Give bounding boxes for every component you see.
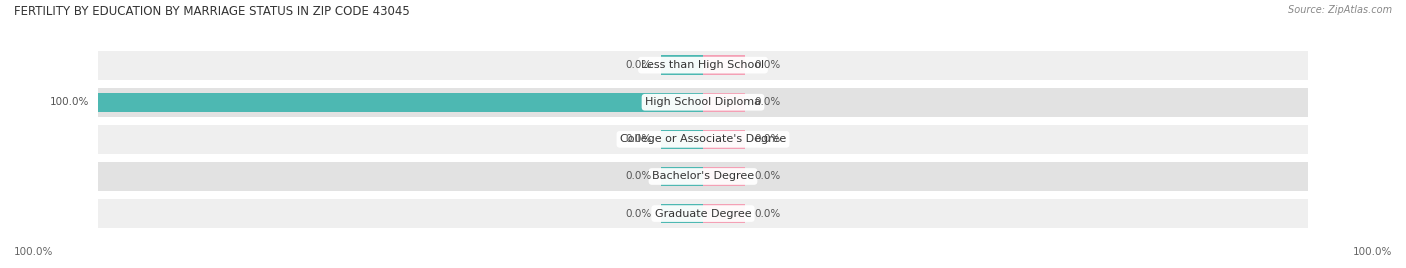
Bar bbox=[703, 130, 745, 149]
Bar bbox=[98, 93, 703, 112]
Bar bbox=[661, 167, 703, 186]
Bar bbox=[98, 51, 1308, 80]
Bar bbox=[661, 204, 703, 223]
Text: Source: ZipAtlas.com: Source: ZipAtlas.com bbox=[1288, 5, 1392, 15]
Bar bbox=[661, 55, 703, 75]
Text: Bachelor's Degree: Bachelor's Degree bbox=[652, 172, 754, 181]
Bar bbox=[98, 125, 1308, 154]
Text: 0.0%: 0.0% bbox=[626, 209, 651, 219]
Bar bbox=[703, 167, 745, 186]
Text: 100.0%: 100.0% bbox=[1353, 247, 1392, 257]
Bar bbox=[98, 162, 1308, 191]
Text: 0.0%: 0.0% bbox=[755, 134, 780, 144]
Text: 100.0%: 100.0% bbox=[51, 97, 90, 107]
Text: High School Diploma: High School Diploma bbox=[645, 97, 761, 107]
Bar bbox=[98, 199, 1308, 228]
Bar bbox=[703, 204, 745, 223]
Text: 0.0%: 0.0% bbox=[626, 172, 651, 181]
Text: 0.0%: 0.0% bbox=[755, 97, 780, 107]
Bar bbox=[703, 55, 745, 75]
Text: College or Associate's Degree: College or Associate's Degree bbox=[620, 134, 786, 144]
Text: 0.0%: 0.0% bbox=[626, 134, 651, 144]
Text: 0.0%: 0.0% bbox=[626, 60, 651, 70]
Bar bbox=[661, 130, 703, 149]
Text: FERTILITY BY EDUCATION BY MARRIAGE STATUS IN ZIP CODE 43045: FERTILITY BY EDUCATION BY MARRIAGE STATU… bbox=[14, 5, 409, 18]
Bar bbox=[703, 93, 745, 112]
Bar bbox=[98, 88, 1308, 117]
Text: 0.0%: 0.0% bbox=[755, 172, 780, 181]
Text: 100.0%: 100.0% bbox=[14, 247, 53, 257]
Text: 0.0%: 0.0% bbox=[755, 60, 780, 70]
Text: Graduate Degree: Graduate Degree bbox=[655, 209, 751, 219]
Text: 0.0%: 0.0% bbox=[755, 209, 780, 219]
Text: Less than High School: Less than High School bbox=[641, 60, 765, 70]
